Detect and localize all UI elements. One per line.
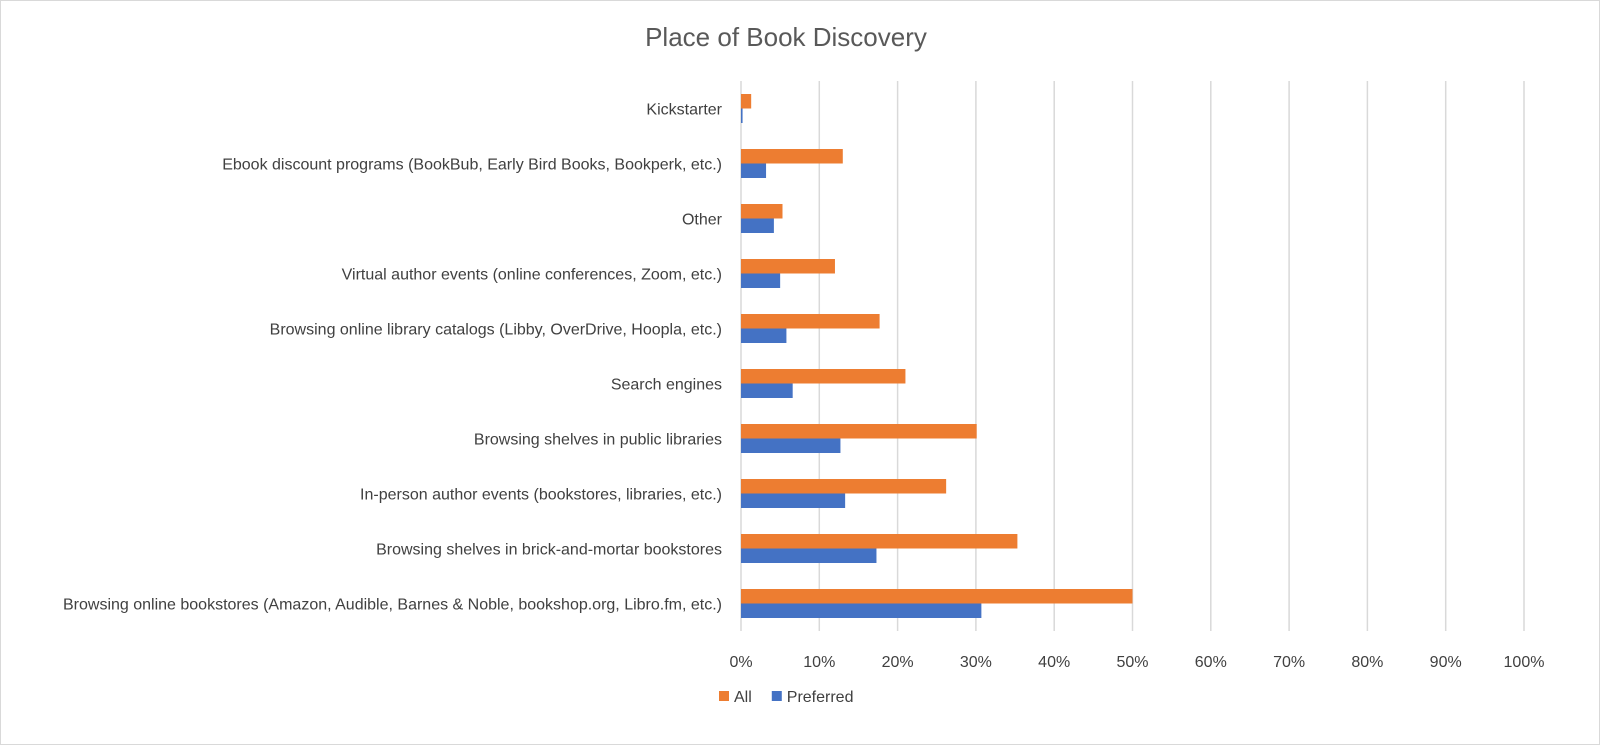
x-tick-label: 30% bbox=[960, 654, 992, 671]
x-tick-label: 20% bbox=[882, 654, 914, 671]
legend: All Preferred bbox=[719, 689, 853, 706]
category-label: In-person author events (bookstores, lib… bbox=[360, 487, 722, 504]
x-tick-label: 90% bbox=[1430, 654, 1462, 671]
category-label: Ebook discount programs (BookBub, Early … bbox=[222, 157, 722, 174]
bar-preferred bbox=[741, 218, 774, 233]
category-label: Browsing shelves in brick-and-mortar boo… bbox=[376, 542, 722, 559]
gridlines bbox=[740, 81, 1525, 631]
bar-preferred bbox=[741, 603, 982, 618]
x-tick-label: 0% bbox=[729, 654, 752, 671]
bar-preferred bbox=[741, 438, 841, 453]
category-label: Browsing online bookstores (Amazon, Audi… bbox=[63, 597, 722, 614]
x-tick-label: 40% bbox=[1038, 654, 1070, 671]
bar-all bbox=[741, 589, 1133, 604]
bar-all bbox=[741, 259, 835, 274]
bar-preferred bbox=[741, 108, 743, 123]
bar-all bbox=[741, 204, 783, 219]
chart-title: Place of Book Discovery bbox=[645, 22, 927, 52]
bar-all bbox=[741, 534, 1018, 549]
x-tick-label: 70% bbox=[1273, 654, 1305, 671]
legend-swatch-preferred bbox=[771, 691, 782, 701]
x-tick-label: 80% bbox=[1351, 654, 1383, 671]
bar-preferred bbox=[741, 493, 846, 508]
legend-label-all: All bbox=[734, 689, 752, 706]
bar-all bbox=[741, 94, 752, 109]
bar-all bbox=[741, 369, 906, 384]
legend-label-preferred: Preferred bbox=[787, 689, 854, 706]
bar-all bbox=[741, 479, 947, 494]
bar-preferred bbox=[741, 273, 781, 288]
category-label: Kickstarter bbox=[646, 102, 722, 119]
bar-preferred bbox=[741, 383, 793, 398]
bar-preferred bbox=[741, 328, 787, 343]
bar-all bbox=[741, 424, 977, 439]
category-label: Other bbox=[682, 212, 723, 229]
bar-all bbox=[741, 314, 880, 329]
bar-all bbox=[741, 149, 843, 164]
bar-preferred bbox=[741, 163, 767, 178]
x-tick-label: 50% bbox=[1116, 654, 1148, 671]
category-label: Virtual author events (online conference… bbox=[342, 267, 722, 284]
bar-preferred bbox=[741, 548, 877, 563]
x-tick-label: 10% bbox=[803, 654, 835, 671]
x-axis-tick-labels: 0% 10% 20% 30% 40% 50% 60% 70% 80% 90% 100% bbox=[729, 654, 1544, 671]
category-label: Search engines bbox=[611, 377, 722, 394]
category-label: Browsing shelves in public libraries bbox=[474, 432, 722, 449]
x-tick-label: 100% bbox=[1504, 654, 1545, 671]
x-tick-label: 60% bbox=[1195, 654, 1227, 671]
bars bbox=[741, 94, 1133, 618]
legend-swatch-all bbox=[719, 691, 729, 701]
category-labels: Kickstarter Ebook discount programs (Book… bbox=[63, 102, 723, 614]
category-label: Browsing online library catalogs (Libby,… bbox=[270, 322, 722, 339]
